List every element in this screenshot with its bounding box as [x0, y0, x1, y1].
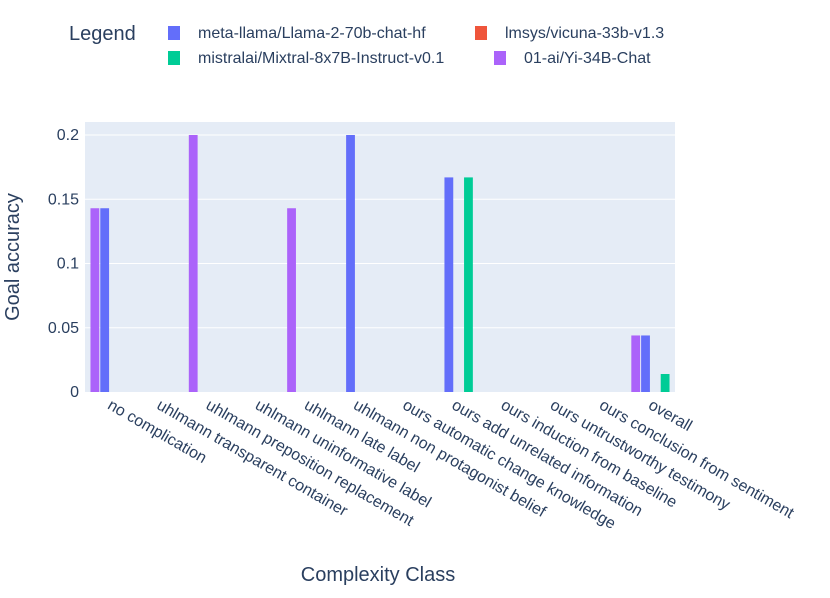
bar — [346, 135, 355, 392]
bar — [464, 177, 473, 392]
legend-label: 01-ai/Yi-34B-Chat — [524, 50, 651, 67]
legend-swatch — [168, 26, 180, 40]
legend-label: mistralai/Mixtral-8x7B-Instruct-v0.1 — [198, 50, 444, 67]
y-tick-label: 0.15 — [48, 191, 79, 208]
y-axis-title: Goal accuracy — [2, 193, 24, 321]
legend-swatch — [475, 26, 487, 40]
bar — [631, 335, 641, 392]
y-tick-label: 0.2 — [57, 127, 79, 144]
x-axis-title: Complexity Class — [301, 564, 455, 586]
legend-label: meta-llama/Llama-2-70b-chat-hf — [198, 25, 426, 42]
y-tick-label: 0.05 — [48, 320, 79, 337]
y-tick-label: 0.1 — [57, 256, 79, 273]
bar — [188, 135, 198, 392]
bar — [287, 208, 296, 392]
y-tick-labels: 0 0.05 0.1 0.15 0.2 — [48, 127, 79, 401]
plot-background — [85, 122, 675, 392]
bars — [90, 135, 670, 392]
y-tick-label: 0 — [70, 384, 79, 401]
bar — [100, 208, 110, 392]
legend: Legend meta-llama/Llama-2-70b-chat-hf lms… — [69, 23, 664, 67]
bar — [444, 177, 454, 392]
bar — [90, 208, 100, 392]
legend-swatch — [494, 51, 506, 65]
bar — [641, 335, 650, 392]
bar — [660, 374, 670, 392]
grid-lines — [85, 134, 675, 329]
legend-swatch — [168, 51, 180, 65]
legend-label: lmsys/vicuna-33b-v1.3 — [505, 25, 664, 42]
legend-title: Legend — [69, 23, 136, 45]
